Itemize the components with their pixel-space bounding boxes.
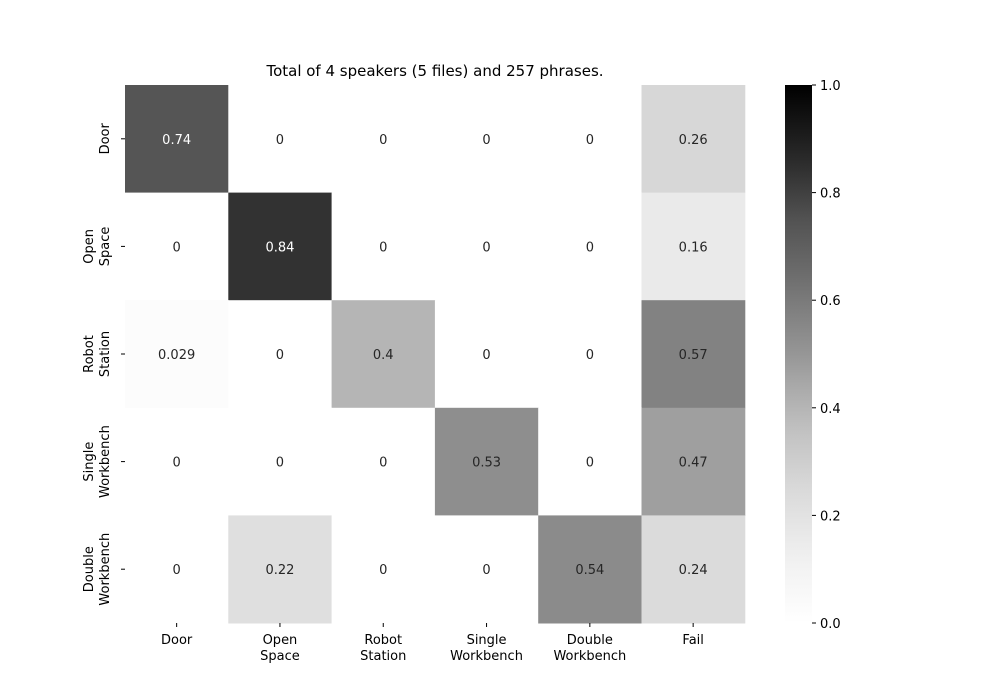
cell-value-label: 0: [586, 348, 594, 363]
y-tick-label: OpenSpace: [82, 227, 113, 267]
cell-value-label: 0: [276, 456, 284, 471]
heatmap-cell: [125, 192, 229, 301]
cell-value-label: 0: [482, 133, 490, 148]
heatmap-cell: [228, 300, 333, 409]
cell-value-label: 0.47: [679, 456, 708, 471]
cell-value-label: 0: [379, 240, 387, 255]
y-tick-label: RobotStation: [82, 331, 113, 377]
cell-value-label: 0.53: [472, 456, 501, 471]
y-tick-label-group: RobotStation: [82, 331, 113, 377]
cell-value-label: 0: [173, 240, 181, 255]
cell-value-label: 0.26: [679, 133, 708, 148]
x-tick-label: Double Workbench: [553, 633, 626, 664]
heatmap-cell: [538, 407, 642, 516]
heatmap-cell: [228, 192, 333, 301]
heatmap-cell: [125, 407, 229, 516]
y-tick-label: DoubleWorkbench: [82, 533, 113, 606]
cell-value-label: 0: [482, 563, 490, 578]
cell-labels: 0.74 0 0 0 0 0.26 0 0.84 0 0 0 0.16 0.029 0 0.4 0 0 0.57 0…: [158, 133, 708, 578]
colorbar-tick-label: 0.0: [820, 617, 841, 632]
heatmap-cell: [331, 515, 436, 624]
heatmap-cells: [125, 85, 746, 624]
x-tick-label: Single Workbench: [450, 633, 523, 664]
chart-title: Total of 4 speakers (5 files) and 257 ph…: [265, 62, 603, 80]
heatmap-cell: [125, 85, 229, 194]
cell-value-label: 0.22: [265, 563, 294, 578]
heatmap-cell: [331, 85, 436, 194]
cell-value-label: 0: [276, 348, 284, 363]
colorbar: [785, 85, 812, 623]
x-tick-label: Door: [161, 633, 193, 648]
cell-value-label: 0: [276, 133, 284, 148]
colorbar-tick-label: 1.0: [820, 79, 841, 94]
heatmap-cell: [228, 515, 333, 624]
cell-value-label: 0.4: [373, 348, 394, 363]
cell-value-label: 0: [379, 563, 387, 578]
cell-value-label: 0.16: [679, 240, 708, 255]
heatmap-cell: [641, 85, 746, 194]
heatmap-cell: [331, 300, 436, 409]
heatmap-cell: [434, 85, 539, 194]
cell-value-label: 0.74: [162, 133, 191, 148]
heatmap-cell: [228, 407, 333, 516]
colorbar-axis: 0.0 0.2 0.4 0.6 0.8 1.0: [812, 79, 841, 632]
heatmap-cell: [434, 192, 539, 301]
heatmap-cell: [641, 300, 746, 409]
y-tick-label-group: DoubleWorkbench: [82, 533, 113, 606]
colorbar-tick-label: 0.2: [820, 509, 841, 524]
heatmap-cell: [434, 515, 539, 624]
cell-value-label: 0: [586, 133, 594, 148]
heatmap-cell: [125, 300, 229, 409]
heatmap-cell: [331, 407, 436, 516]
colorbar-tick-label: 0.8: [820, 187, 841, 202]
x-tick-label: Open Space: [260, 633, 300, 664]
cell-value-label: 0: [379, 456, 387, 471]
heatmap-cell: [641, 407, 746, 516]
heatmap-cell: [228, 85, 333, 194]
cell-value-label: 0: [173, 456, 181, 471]
y-tick-label: Door: [98, 123, 113, 155]
cell-value-label: 0: [379, 133, 387, 148]
cell-value-label: 0: [173, 563, 181, 578]
heatmap-cell: [641, 515, 746, 624]
colorbar-tick-label: 0.6: [820, 294, 841, 309]
y-tick-label-group: Door: [98, 123, 113, 155]
heatmap-cell: [641, 192, 746, 301]
cell-value-label: 0: [482, 240, 490, 255]
cell-value-label: 0.57: [679, 348, 708, 363]
heatmap-cell: [125, 515, 229, 624]
heatmap-cell: [538, 515, 642, 624]
colorbar-tick-label: 0.4: [820, 402, 841, 417]
cell-value-label: 0.24: [679, 563, 708, 578]
heatmap-cell: [331, 192, 436, 301]
y-tick-label-group: SingleWorkbench: [82, 425, 113, 498]
cell-value-label: 0.54: [575, 563, 604, 578]
cell-value-label: 0.029: [158, 348, 195, 363]
y-tick-label: SingleWorkbench: [82, 425, 113, 498]
heatmap-cell: [434, 300, 539, 409]
cell-value-label: 0.84: [265, 240, 294, 255]
cell-value-label: 0: [586, 240, 594, 255]
heatmap-cell: [538, 192, 642, 301]
y-tick-label-group: OpenSpace: [82, 227, 113, 267]
cell-value-label: 0: [586, 456, 594, 471]
cell-value-label: 0: [482, 348, 490, 363]
heatmap-cell: [434, 407, 539, 516]
x-tick-label: Robot Station: [360, 633, 406, 664]
y-axis: Door OpenSpace RobotStation SingleWorkbench…: [82, 123, 125, 606]
heatmap-cell: [538, 300, 642, 409]
x-tick-label: Fail: [682, 633, 703, 648]
heatmap-cell: [538, 85, 642, 194]
x-axis: Door Open Space Robot Station Single Workbench…: [161, 623, 704, 664]
